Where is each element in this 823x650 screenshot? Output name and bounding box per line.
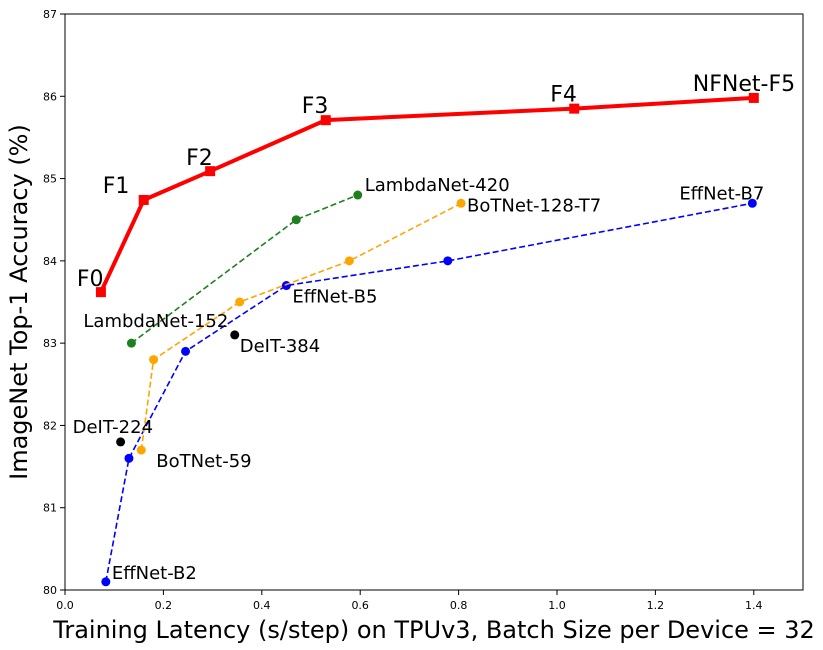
x-tick-label: 0.4 [253, 599, 271, 612]
point-label: DeIT-224 [73, 417, 153, 438]
series-botnet [136, 198, 466, 455]
point-label: BoTNet-128-T7 [467, 195, 601, 216]
data-point-effnet [443, 256, 453, 266]
series-line-nfnet [99, 95, 754, 293]
data-point-effnet [124, 453, 134, 463]
x-tick-label: 1.2 [647, 599, 665, 612]
data-point-nfnet [205, 166, 216, 177]
series-lambdanet [126, 190, 363, 348]
data-point-nfnet [95, 287, 106, 298]
point-label: F1 [103, 174, 130, 199]
x-tick-label: 0.6 [351, 599, 369, 612]
data-point-effnet [181, 346, 191, 356]
series-deit [116, 330, 240, 447]
y-tick-label: 87 [43, 8, 57, 21]
data-point-botnet [456, 198, 466, 208]
point-label: F0 [77, 267, 104, 292]
point-label: LambdaNet-152 [83, 311, 228, 332]
x-tick-label: 1.4 [745, 599, 763, 612]
data-point-lambdanet [291, 215, 301, 225]
y-axis-label: ImageNet Top-1 Accuracy (%) [5, 124, 33, 480]
data-point-nfnet [748, 92, 759, 103]
point-label: EffNet-B7 [679, 183, 764, 204]
data-point-deit [230, 330, 240, 340]
x-axis-label: Training Latency (s/step) on TPUv3, Batc… [52, 616, 815, 644]
point-label: F4 [550, 83, 577, 108]
point-label: EffNet-B5 [292, 287, 377, 308]
data-point-lambdanet [126, 338, 136, 348]
plot-frame [64, 13, 804, 591]
x-tick-label: 0.0 [56, 599, 74, 612]
y-tick-label: 82 [43, 419, 57, 432]
series-line-effnet [105, 202, 753, 582]
data-point-botnet [235, 297, 245, 307]
series-effnet [101, 198, 757, 587]
data-point-nfnet [138, 194, 149, 205]
y-tick-label: 83 [43, 337, 57, 350]
point-label: F2 [186, 146, 213, 171]
series-line-lambdanet [130, 194, 358, 344]
y-tick-label: 81 [43, 502, 57, 515]
y-tick-label: 84 [43, 255, 57, 268]
series-nfnet [95, 92, 759, 298]
data-point-nfnet [569, 103, 580, 114]
data-point-botnet [344, 256, 354, 266]
y-tick-label: 86 [43, 90, 57, 103]
data-point-deit [116, 437, 126, 447]
y-tick-label: 80 [43, 584, 57, 597]
data-point-effnet [101, 577, 111, 587]
point-label: LambdaNet-420 [365, 175, 510, 196]
point-label: EffNet-B2 [112, 563, 197, 584]
axes: 0.0 0.2 0.4 0.6 0.8 1.0 1.2 1.4 80 81 82 83 84 85 86 87 [43, 8, 763, 612]
x-tick-label: 0.2 [155, 599, 173, 612]
x-tick-label: 0.8 [450, 599, 468, 612]
data-point-botnet [136, 445, 146, 455]
x-tick-label: 1.0 [548, 599, 566, 612]
point-label: BoTNet-59 [156, 451, 251, 472]
annotations: EffNet-B2 EffNet-B5 EffNet-B7 BoTNet-59 BoTN… [73, 72, 796, 584]
y-tick-label: 85 [43, 173, 57, 186]
point-label: F3 [302, 94, 329, 119]
point-label: NFNet-F5 [693, 72, 795, 97]
data-point-effnet [281, 281, 291, 291]
plot-area [95, 92, 759, 587]
data-point-botnet [149, 355, 159, 365]
data-point-nfnet [320, 115, 331, 126]
data-point-lambdanet [353, 190, 363, 200]
data-point-effnet [747, 198, 757, 208]
point-label: DeIT-384 [240, 336, 320, 357]
